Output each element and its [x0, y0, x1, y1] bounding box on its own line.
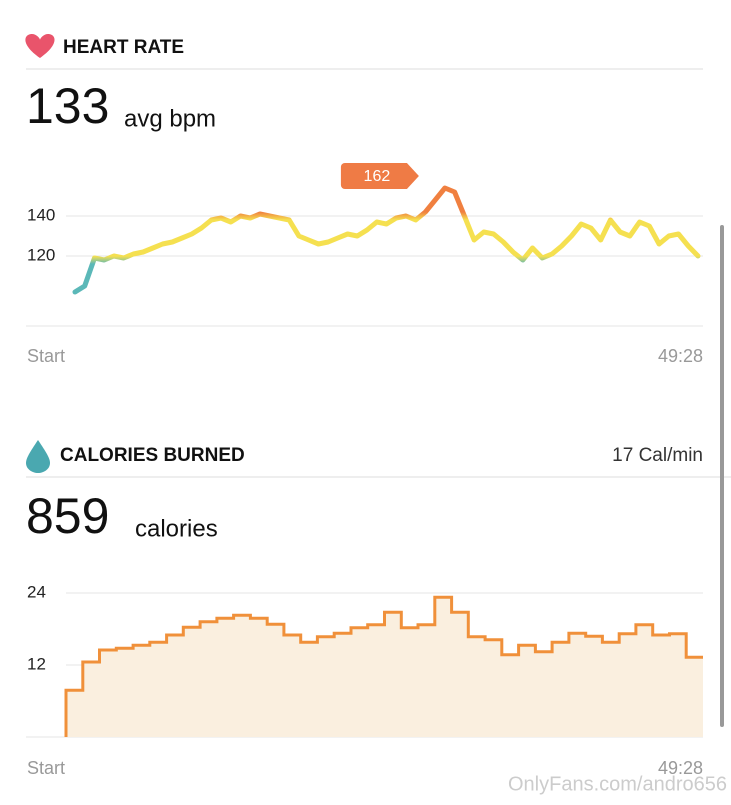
big-value: 133	[26, 78, 109, 134]
area	[66, 597, 703, 737]
x-label: Start	[27, 346, 65, 366]
y-tick-label: 24	[27, 582, 46, 601]
heart-rate-line	[72, 185, 701, 295]
y-tick-label: 120	[27, 245, 55, 264]
drop-icon	[26, 440, 50, 473]
y-tick-label: 12	[27, 654, 46, 673]
unit: avg bpm	[124, 105, 216, 132]
calorie-line	[64, 595, 703, 737]
x-label: Start	[27, 758, 65, 778]
heart-icon	[25, 34, 55, 58]
y-tick-label: 140	[27, 205, 55, 224]
rate: 17 Cal/min	[612, 445, 703, 466]
watermark: OnlyFans.com/andro656	[508, 773, 727, 795]
scrollbar[interactable]	[720, 225, 724, 727]
section-title: CALORIES BURNED	[60, 445, 245, 466]
max-label: 162	[364, 168, 391, 185]
section-title: HEART RATE	[63, 37, 184, 58]
unit: calories	[135, 515, 218, 542]
big-value: 859	[26, 488, 109, 544]
x-label: 49:28	[658, 346, 703, 366]
max-tag	[340, 163, 419, 189]
x-label: 49:28	[658, 758, 703, 778]
